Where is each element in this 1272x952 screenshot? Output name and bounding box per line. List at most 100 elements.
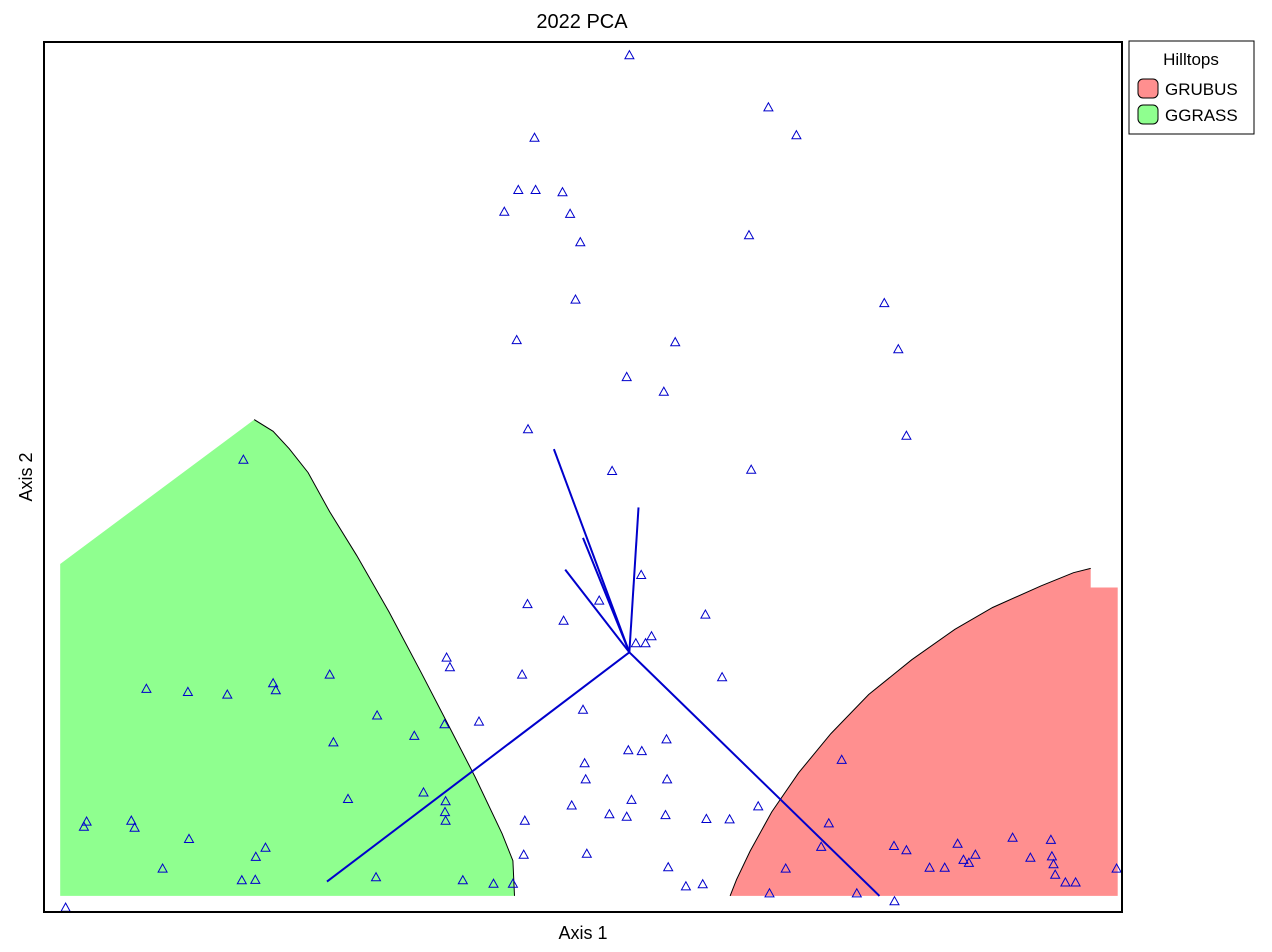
- data-point: [444, 661, 456, 672]
- data-point: [267, 677, 279, 688]
- data-point: [581, 848, 593, 858]
- data-point: [624, 49, 635, 60]
- data-point: [952, 838, 963, 848]
- data-point: [958, 854, 969, 864]
- data-point: [440, 815, 451, 825]
- data-point: [763, 101, 774, 112]
- data-point: [574, 236, 586, 247]
- data-point: [324, 668, 336, 679]
- data-point: [249, 874, 261, 884]
- data-point: [836, 754, 848, 764]
- data-point: [60, 902, 71, 912]
- data-point: [752, 800, 764, 811]
- vector-5: [564, 569, 631, 653]
- data-point: [516, 668, 528, 679]
- data-point: [488, 878, 499, 888]
- data-point: [662, 861, 674, 872]
- legend-label-grubus: GRUBUS: [1165, 80, 1238, 99]
- data-point: [507, 878, 519, 888]
- data-point: [81, 815, 92, 826]
- data-point: [457, 874, 469, 885]
- data-point: [701, 813, 712, 823]
- data-point: [640, 637, 651, 648]
- data-point: [512, 184, 524, 194]
- data-point: [557, 186, 568, 197]
- data-point: [328, 736, 339, 747]
- data-point: [697, 878, 709, 889]
- data-point: [939, 862, 951, 872]
- data-point: [270, 684, 282, 695]
- data-point: [530, 184, 541, 194]
- data-point: [669, 336, 681, 347]
- data-point: [743, 229, 755, 240]
- vector-2: [628, 651, 881, 897]
- data-point: [621, 811, 633, 821]
- data-point: [606, 465, 618, 475]
- data-point: [1046, 850, 1058, 861]
- data-point: [626, 794, 637, 804]
- legend: Hilltops GRUBUS GGRASS: [1128, 40, 1255, 135]
- data-point: [342, 793, 354, 803]
- data-point: [630, 637, 642, 648]
- plot-frame: [43, 41, 1123, 913]
- data-point: [577, 704, 589, 714]
- data-point: [580, 773, 592, 784]
- data-point: [963, 857, 975, 867]
- region-ggrass: [60, 419, 515, 896]
- data-point: [519, 815, 531, 825]
- data-point: [238, 454, 249, 464]
- data-point: [371, 709, 383, 720]
- data-point: [183, 833, 195, 843]
- vector-1: [326, 651, 630, 883]
- data-point: [888, 840, 900, 850]
- data-point: [646, 630, 657, 641]
- data-point: [716, 671, 728, 682]
- data-point: [621, 371, 633, 382]
- vector-4: [552, 448, 631, 653]
- point-layer: [60, 49, 1122, 912]
- data-point: [78, 821, 90, 831]
- chart-title: 2022 PCA: [536, 11, 628, 33]
- y-axis-label: Axis 2: [16, 452, 36, 501]
- data-point: [791, 129, 802, 140]
- data-point: [622, 744, 634, 755]
- data-point: [604, 808, 615, 819]
- data-point: [1007, 832, 1018, 842]
- data-point: [518, 849, 530, 859]
- data-point: [566, 799, 578, 810]
- vector-layer: [326, 448, 881, 897]
- data-point: [125, 815, 137, 825]
- data-point: [564, 208, 576, 218]
- data-point: [250, 851, 262, 861]
- data-point: [570, 293, 581, 304]
- data-point: [1049, 869, 1061, 879]
- data-point: [440, 795, 451, 806]
- data-point: [579, 757, 590, 768]
- data-point: [851, 887, 863, 898]
- legend-label-ggrass: GGRASS: [1165, 106, 1238, 125]
- data-point: [418, 786, 429, 797]
- data-point: [815, 841, 827, 851]
- data-point: [260, 842, 271, 852]
- data-point: [635, 569, 647, 579]
- data-point: [1048, 858, 1059, 869]
- data-point: [901, 430, 912, 440]
- region-layer: [60, 419, 1118, 897]
- data-point: [522, 423, 534, 434]
- data-point: [660, 809, 671, 820]
- data-point: [889, 895, 900, 906]
- data-point: [473, 715, 485, 726]
- region-grubus: [730, 568, 1118, 896]
- data-point: [892, 343, 904, 354]
- data-point: [1111, 862, 1122, 873]
- data-point: [661, 733, 672, 744]
- data-point: [370, 871, 382, 882]
- data-point: [182, 686, 194, 696]
- data-point: [1070, 876, 1081, 887]
- data-point: [511, 334, 523, 345]
- data-point: [498, 206, 510, 216]
- data-point: [1025, 852, 1036, 862]
- data-point: [129, 822, 140, 832]
- data-point: [970, 849, 981, 859]
